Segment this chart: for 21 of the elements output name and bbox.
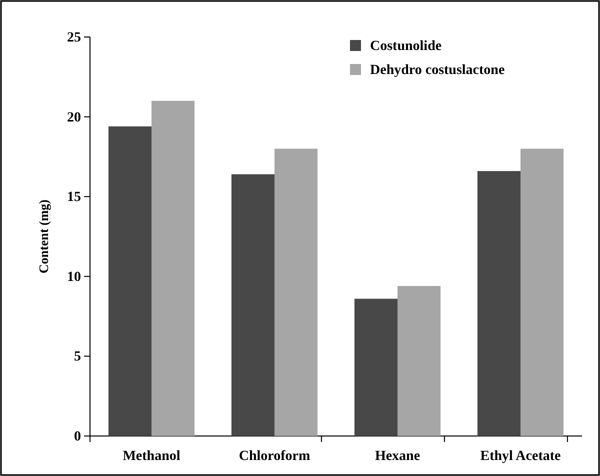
bar [354, 298, 398, 436]
x-tick-label: Chloroform [238, 448, 310, 464]
legend-label: Costunolide [370, 39, 442, 54]
x-tick-label: Ethyl Acetate [480, 448, 561, 464]
y-axis-title: Content (mg) [36, 199, 51, 274]
y-tick-label: 20 [67, 110, 81, 126]
bar [152, 100, 195, 436]
bar [398, 286, 441, 436]
y-tick-label: 0 [74, 429, 81, 444]
legend-label: Dehydro costuslactone [370, 63, 505, 78]
y-tick-label: 5 [74, 350, 81, 365]
y-tick-label: 25 [67, 30, 81, 46]
bar [274, 148, 318, 436]
y-tick-label: 10 [67, 270, 81, 285]
x-tick-label: Methanol [122, 448, 180, 464]
bar [231, 174, 274, 436]
bar [108, 126, 152, 436]
x-tick-label: Hexane [374, 448, 420, 464]
y-tick-label: 15 [67, 190, 81, 206]
bar [520, 148, 564, 436]
bar [477, 171, 520, 436]
